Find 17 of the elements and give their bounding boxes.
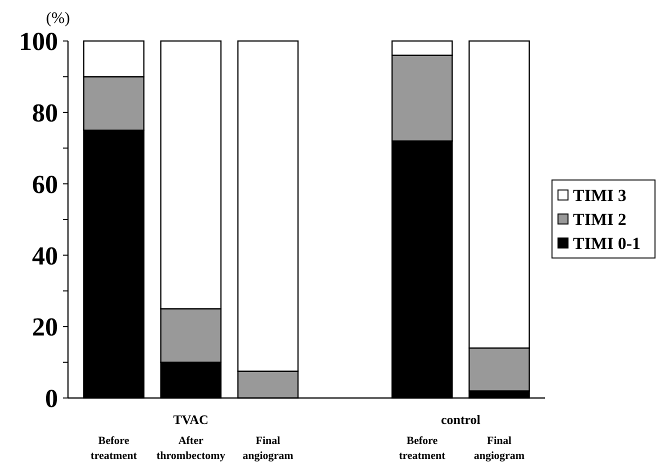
x-tick-label: Final angiogram [474,435,525,462]
text: TVAC [173,412,208,427]
x-tick-label: Before treatment [399,435,446,462]
y-tick-label: 100 [19,27,58,56]
x-tick-label: Before treatment [90,435,138,462]
y-tick-label: 60 [32,170,58,199]
legend-label: TIMI 2 [573,210,626,229]
text: control [440,412,481,427]
y-axis-title: (%) [46,10,70,27]
legend-label: TIMI 0-1 [573,234,641,253]
legend-label: TIMI 3 [573,186,626,205]
x-tick-label: After thrombectomy [156,435,226,462]
y-tick-label: 0 [45,384,58,414]
y-tick-label: 80 [32,98,58,128]
x-tick-label: Final angiogram [242,435,294,462]
y-tick-label: 40 [32,241,58,270]
y-tick-label: 20 [32,312,58,342]
